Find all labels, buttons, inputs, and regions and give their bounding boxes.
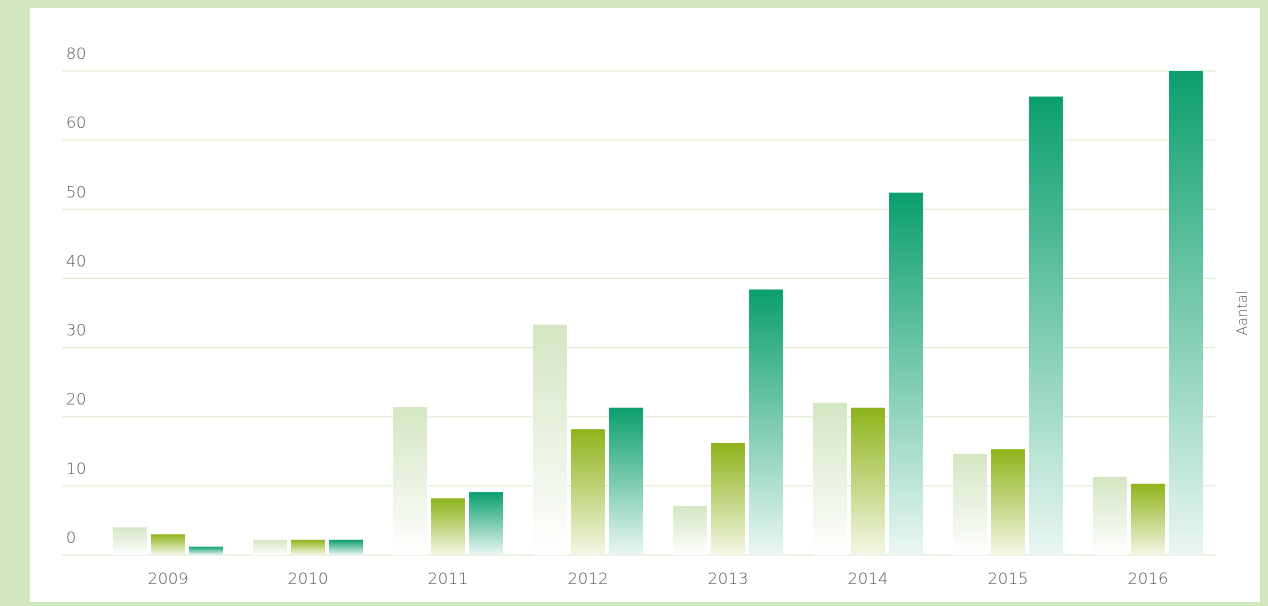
bar	[253, 539, 287, 555]
bar	[329, 539, 363, 555]
x-tick-label: 2016	[1128, 569, 1169, 588]
x-tick-label: 2015	[988, 569, 1029, 588]
bar	[813, 402, 847, 555]
bar	[1169, 71, 1203, 555]
y-axis-label: Aantal	[1235, 291, 1251, 336]
bar	[953, 454, 987, 555]
panel	[30, 8, 1260, 602]
bar	[749, 289, 783, 555]
bar	[431, 498, 465, 555]
x-tick-label: 2010	[288, 569, 329, 588]
y-tick-label: 50	[66, 182, 86, 201]
bar	[1029, 96, 1063, 555]
x-tick-label: 2009	[148, 569, 189, 588]
y-tick-label: 10	[66, 459, 86, 478]
y-tick-label: 30	[66, 321, 86, 340]
x-tick-label: 2012	[568, 569, 609, 588]
y-tick-label: 60	[66, 113, 86, 132]
bar	[291, 539, 325, 555]
x-tick-label: 2011	[428, 569, 469, 588]
bar	[533, 324, 567, 555]
bar	[1093, 476, 1127, 555]
y-tick-label: 0	[66, 528, 76, 547]
bar	[851, 407, 885, 555]
x-tick-label: 2013	[708, 569, 749, 588]
bar	[189, 546, 223, 555]
y-tick-label: 20	[66, 390, 86, 409]
bar	[113, 527, 147, 555]
bar	[991, 449, 1025, 555]
bar	[1131, 483, 1165, 555]
y-tick-label: 80	[66, 44, 86, 63]
bar	[151, 534, 185, 555]
bar	[609, 407, 643, 555]
y-tick-label: 40	[66, 251, 86, 270]
bar	[469, 492, 503, 555]
bar	[673, 505, 707, 555]
bar	[393, 407, 427, 555]
bar	[711, 442, 745, 555]
x-tick-label: 2014	[848, 569, 889, 588]
bar	[889, 192, 923, 556]
bar	[571, 429, 605, 555]
